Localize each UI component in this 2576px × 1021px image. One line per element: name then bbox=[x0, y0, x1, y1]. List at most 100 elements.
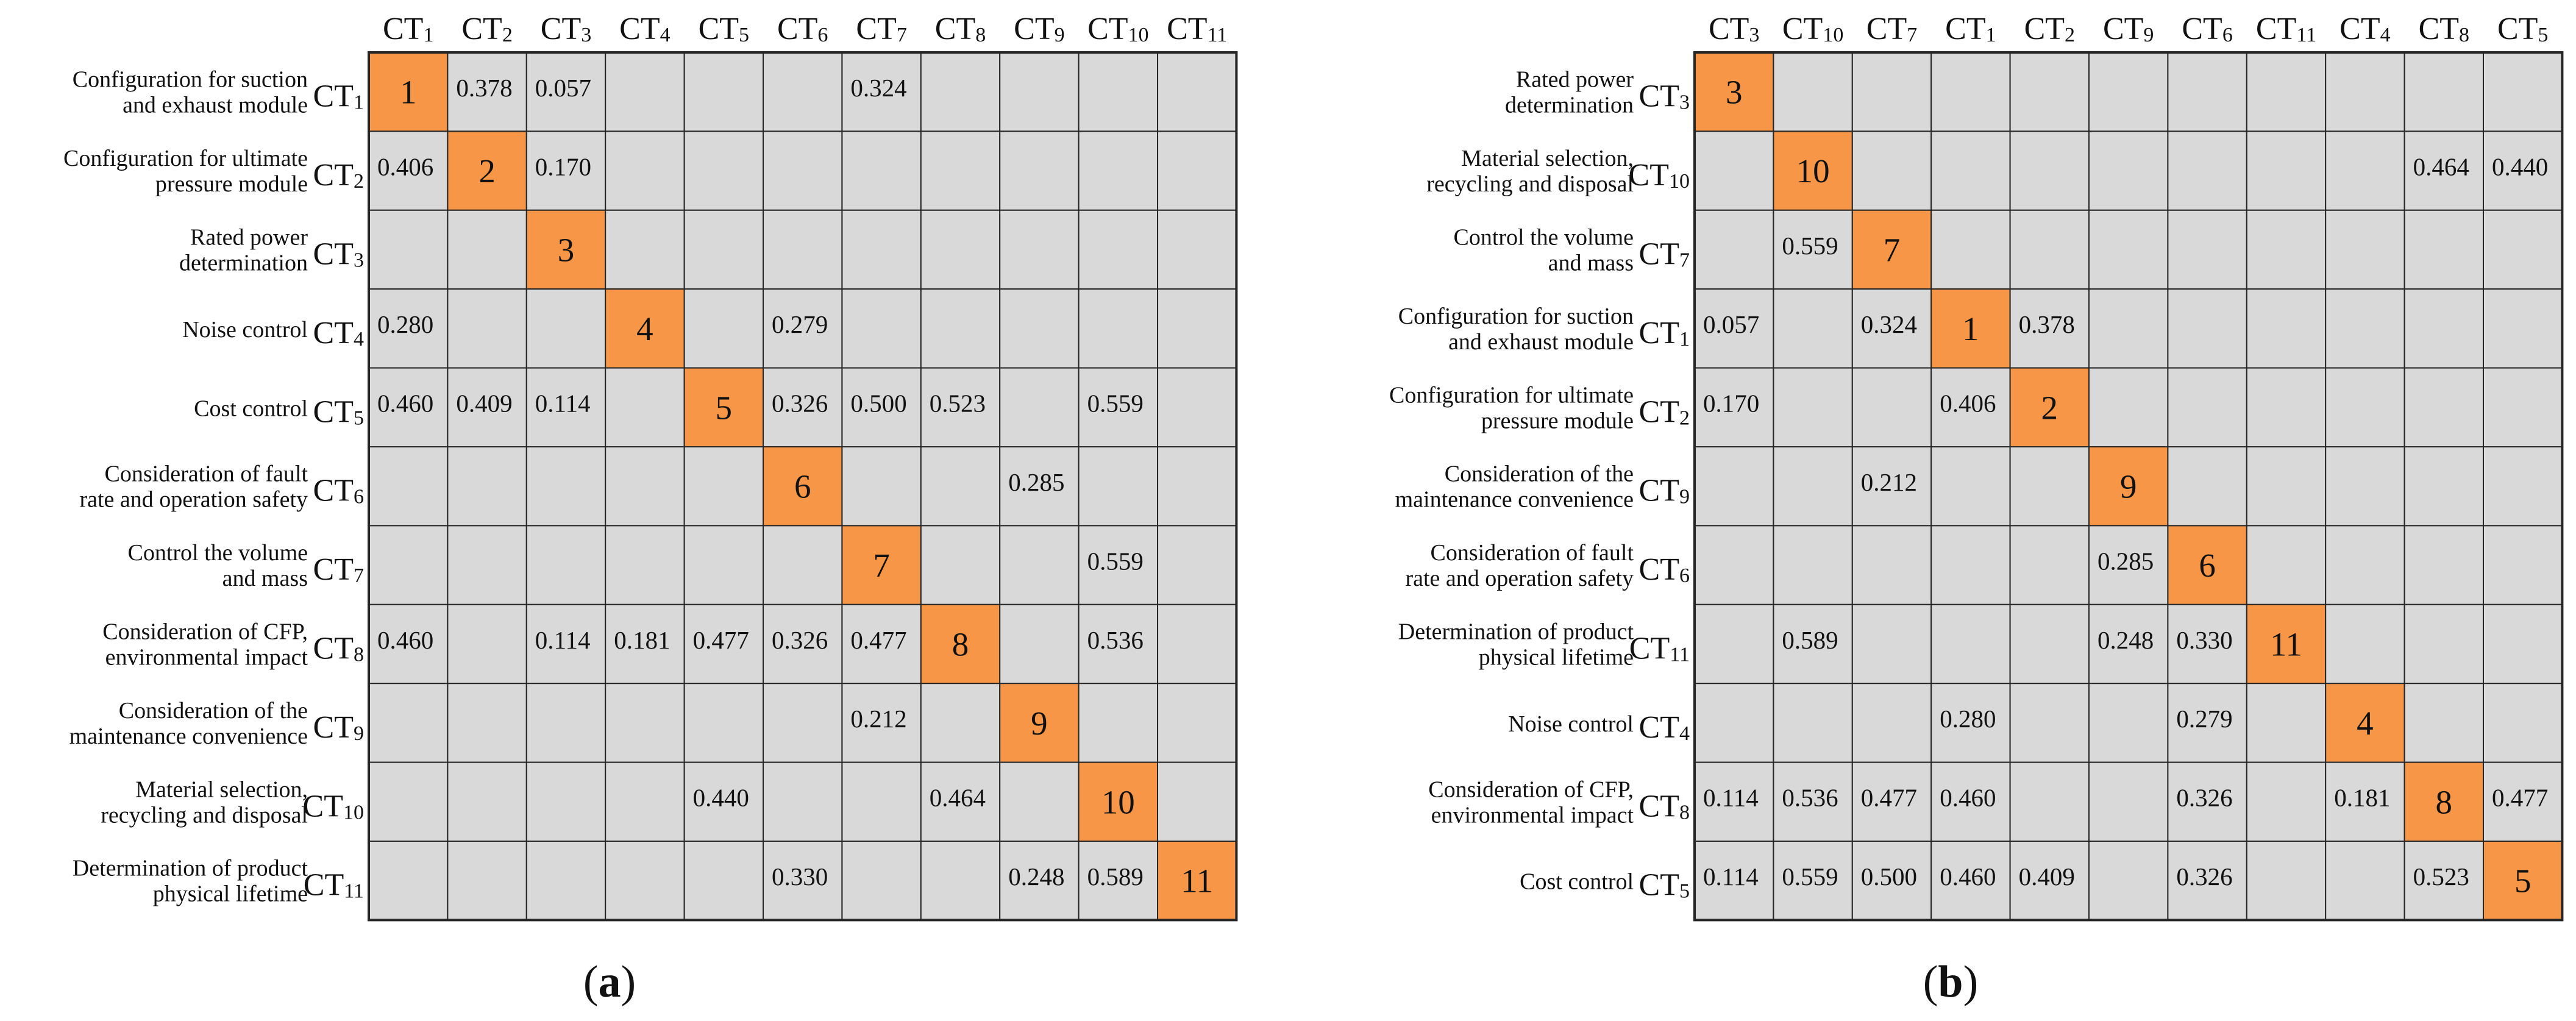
column-header: CT9 bbox=[1014, 12, 1064, 46]
matrix-cell bbox=[1773, 603, 1853, 685]
matrix-cell bbox=[2088, 683, 2169, 763]
matrix-cell bbox=[683, 683, 764, 763]
matrix-cell bbox=[2483, 525, 2563, 605]
row-label-line: physical lifetime bbox=[1479, 645, 1634, 671]
matrix-cell bbox=[2009, 209, 2090, 290]
column-header: CT8 bbox=[2419, 12, 2469, 46]
dependency-value: 0.114 bbox=[1703, 784, 1759, 812]
matrix-cell bbox=[2246, 525, 2327, 605]
matrix-cell bbox=[1773, 367, 1853, 447]
matrix-cell bbox=[841, 446, 922, 527]
matrix-cell bbox=[1851, 761, 1932, 842]
row-label-line: pressure module bbox=[1481, 408, 1634, 433]
matrix-cell bbox=[2483, 130, 2563, 211]
matrix-cells: 3 10 0.464 0.440 0.559 7 0.057 0.324 1 0.378 0.170… bbox=[1694, 52, 2563, 921]
matrix-cell bbox=[2088, 525, 2169, 605]
matrix-cell bbox=[2009, 446, 2090, 527]
matrix-cell bbox=[447, 603, 527, 685]
dependency-value: 0.464 bbox=[930, 784, 986, 812]
diagonal-cell bbox=[2088, 446, 2169, 527]
row-label: Cost control bbox=[1520, 869, 1634, 895]
dependency-value: 0.248 bbox=[1008, 863, 1064, 891]
dependency-value: 0.212 bbox=[1861, 468, 1917, 496]
matrix-cell bbox=[763, 525, 843, 605]
matrix-cell bbox=[1694, 446, 1774, 527]
column-header: CT1 bbox=[383, 12, 433, 46]
row-label-line: environmental impact bbox=[105, 645, 308, 671]
row-label-line: Consideration of CFP, bbox=[1428, 777, 1634, 802]
matrix-cell bbox=[525, 603, 607, 685]
dependency-value: 0.559 bbox=[1087, 547, 1144, 575]
diagonal-cell bbox=[1157, 841, 1237, 921]
matrix-cell bbox=[605, 130, 685, 211]
dependency-value: 0.326 bbox=[2176, 863, 2232, 891]
matrix-cell bbox=[920, 841, 1001, 921]
matrix-cell bbox=[841, 841, 922, 921]
dependency-value: 0.460 bbox=[1940, 863, 1996, 891]
matrix-cell bbox=[2009, 52, 2090, 132]
dependency-value: 0.477 bbox=[1861, 784, 1917, 812]
matrix-cell bbox=[1078, 446, 1158, 527]
row-header: CT2 bbox=[313, 158, 364, 193]
matrix-cell bbox=[841, 603, 922, 685]
dependency-value: 0.460 bbox=[377, 626, 433, 654]
dependency-value: 0.181 bbox=[2334, 784, 2390, 812]
matrix-cell bbox=[2246, 683, 2327, 763]
row-label-line: and mass bbox=[222, 566, 308, 591]
matrix-cell bbox=[1930, 603, 2011, 685]
column-headers: CT1 CT2 CT3 CT4 CT5 CT6 CT7 CT8 CT9 CT10 CT11 bbox=[383, 12, 1227, 46]
matrix-cell bbox=[1157, 52, 1237, 132]
diagonal-cell bbox=[2167, 525, 2247, 605]
matrix-cell bbox=[1773, 288, 1853, 369]
diagonal-value: 4 bbox=[636, 310, 653, 347]
matrix-cell bbox=[2088, 52, 2169, 132]
diagonal-cell bbox=[447, 130, 527, 211]
dependency-value: 0.559 bbox=[1087, 390, 1144, 418]
matrix-cell bbox=[763, 761, 843, 842]
matrix-cell bbox=[2325, 446, 2405, 527]
row-label-line: Rated power bbox=[1516, 67, 1634, 93]
diagonal-cell bbox=[1851, 209, 1932, 290]
row-label: Noise control bbox=[182, 317, 308, 343]
matrix-cell bbox=[763, 209, 843, 290]
matrix-cell bbox=[1694, 603, 1774, 685]
matrix-cell bbox=[2246, 209, 2327, 290]
matrix-cell bbox=[683, 130, 764, 211]
matrix-cell bbox=[683, 525, 764, 605]
row-header: CT6 bbox=[313, 474, 364, 508]
matrix-cell bbox=[1078, 603, 1158, 685]
row-label-line: maintenance convenience bbox=[1395, 487, 1634, 513]
row-label-line: and exhaust module bbox=[1448, 329, 1634, 355]
row-label-line: environmental impact bbox=[1431, 802, 1634, 828]
column-header: CT2 bbox=[461, 12, 512, 46]
row-label-line: rate and operation safety bbox=[1405, 566, 1634, 591]
matrix-cell bbox=[920, 52, 1001, 132]
diagonal-value: 6 bbox=[794, 468, 811, 505]
dependency-value: 0.248 bbox=[2097, 626, 2154, 654]
matrix-cell bbox=[1930, 525, 2011, 605]
row-header: CT6 bbox=[1639, 552, 1690, 587]
row-header: CT9 bbox=[1639, 474, 1690, 508]
diagonal-cell bbox=[1078, 761, 1158, 842]
dependency-value: 0.589 bbox=[1782, 626, 1838, 654]
matrix-cell bbox=[1078, 288, 1158, 369]
row-header: CT10 bbox=[1629, 158, 1690, 193]
matrix-cell bbox=[841, 288, 922, 369]
matrix-cell bbox=[1157, 367, 1237, 447]
matrix-cell bbox=[999, 761, 1080, 842]
column-header: CT9 bbox=[2103, 12, 2154, 46]
dependency-value: 0.460 bbox=[377, 390, 433, 418]
matrix-cell bbox=[1157, 761, 1237, 842]
row-label-line: Configuration for ultimate bbox=[63, 146, 308, 171]
dependency-value: 0.330 bbox=[772, 863, 828, 891]
matrix-border bbox=[368, 51, 1238, 922]
row-header: CT1 bbox=[313, 79, 364, 114]
column-header: CT5 bbox=[2497, 12, 2548, 46]
column-header: CT4 bbox=[2339, 12, 2390, 46]
dependency-value: 0.057 bbox=[535, 74, 591, 102]
dependency-value: 0.559 bbox=[1782, 863, 1838, 891]
row-header: CT11 bbox=[1629, 631, 1690, 666]
matrix-cell bbox=[763, 367, 843, 447]
